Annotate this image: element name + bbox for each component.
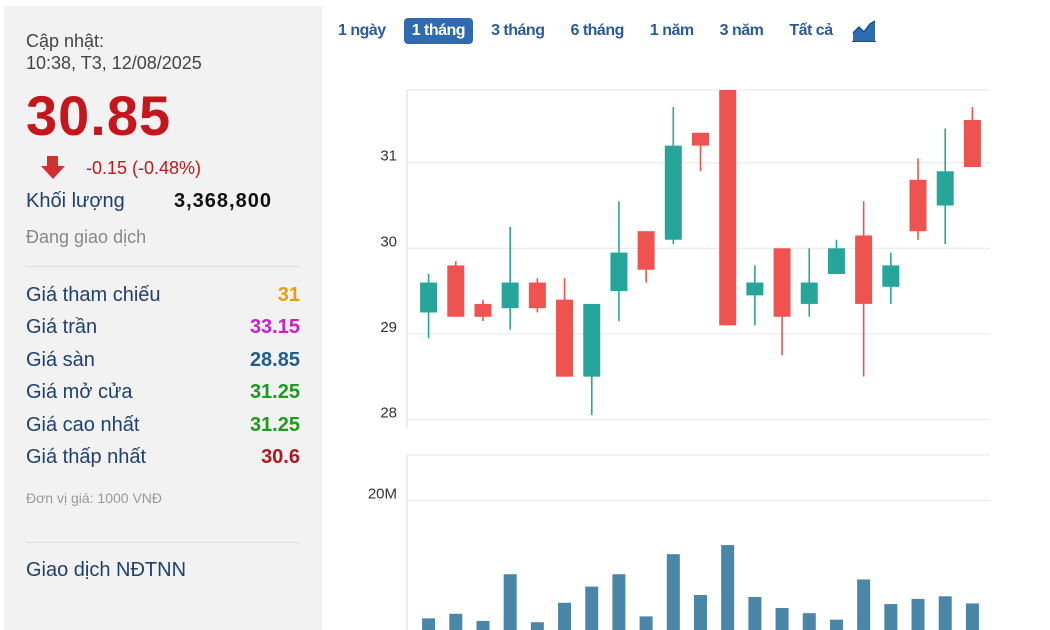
volume-chart: 20M — [368, 454, 990, 630]
stat-value: 28.85 — [249, 348, 300, 371]
stat-row-floor: Giá sàn 28.85 — [26, 344, 300, 377]
volume-bar — [422, 618, 436, 630]
volume-bar — [639, 616, 653, 630]
stat-label: Giá sàn — [26, 348, 95, 371]
volume-bar — [558, 602, 572, 630]
arrow-down-icon — [40, 156, 66, 180]
volume-value: 3,368,800 — [174, 190, 272, 212]
volume-bar — [503, 574, 517, 630]
candle-body — [719, 90, 737, 326]
volume-bar — [585, 586, 599, 630]
candle-body — [855, 235, 873, 304]
stat-value: 31.25 — [249, 413, 300, 436]
volume-bar — [911, 598, 925, 630]
candle-body — [610, 252, 628, 292]
stat-label: Giá thấp nhất — [26, 446, 147, 469]
volume-bar — [449, 613, 463, 630]
volume-bar — [694, 595, 707, 630]
volume-bar — [476, 620, 490, 630]
candle-body — [936, 171, 954, 206]
volume-tick-label: 20M — [368, 485, 397, 502]
candle-body — [800, 282, 818, 304]
candle-body — [556, 299, 574, 377]
price-change: -0.15 (-0.48%) — [86, 157, 202, 178]
candle-body — [420, 282, 438, 313]
volume-bar — [666, 554, 680, 630]
candle-body — [827, 248, 845, 274]
stat-row-reference: Giá tham chiếu 31 — [26, 279, 300, 312]
tab-3-months[interactable]: 3 tháng — [491, 22, 545, 39]
y-tick-label: 28 — [380, 404, 397, 421]
stock-info-panel: Cập nhật: 10:38, T3, 12/08/2025 30.85 -0… — [4, 6, 322, 630]
candle-body — [746, 282, 764, 296]
volume-bar — [748, 596, 762, 630]
candle-body — [882, 265, 900, 287]
candle-body — [692, 132, 709, 146]
current-price: 30.85 — [26, 84, 172, 147]
stat-label: Giá cao nhất — [26, 413, 140, 436]
update-label: Cập nhật: — [26, 31, 105, 51]
volume-bar — [884, 604, 898, 630]
foreign-trading-link[interactable]: Giao dịch NĐTNN — [26, 542, 300, 582]
stat-row-ceiling: Giá trần 33.15 — [26, 312, 300, 345]
divider — [26, 266, 300, 267]
volume-bar — [612, 574, 626, 630]
stat-label: Giá trần — [26, 316, 98, 339]
volume-bar — [938, 596, 952, 630]
price-unit-note: Đơn vị giá: 1000 VNĐ — [26, 490, 163, 506]
candle-body — [583, 303, 601, 377]
candle-body — [963, 119, 981, 168]
stat-row-low: Giá thấp nhất 30.6 — [26, 442, 300, 475]
y-tick-label: 31 — [380, 148, 397, 165]
trading-status: Đang giao dịch — [26, 227, 147, 247]
volume-bar — [775, 607, 789, 630]
price-change-row: -0.15 (-0.48%) — [26, 156, 300, 180]
tab-1-day[interactable]: 1 ngày — [338, 22, 386, 39]
stat-value: 33.15 — [249, 316, 300, 339]
tab-all[interactable]: Tất cả — [789, 22, 833, 39]
tab-3-years[interactable]: 3 năm — [719, 22, 764, 39]
candle-body — [501, 282, 519, 309]
stat-value: 31.25 — [249, 381, 300, 404]
candle-body — [773, 248, 791, 317]
candle-body — [637, 231, 655, 270]
stat-label: Giá mở cửa — [26, 381, 133, 404]
volume-bar — [721, 545, 735, 630]
tab-1-month[interactable]: 1 tháng — [403, 18, 474, 44]
range-tabs: 1 ngày 1 tháng 3 tháng 6 tháng 1 năm 3 n… — [330, 16, 877, 46]
tab-1-year[interactable]: 1 năm — [649, 22, 694, 39]
volume-bar — [802, 613, 816, 630]
volume-bar — [829, 619, 843, 630]
candle-body — [909, 179, 927, 232]
volume-label: Khối lượng — [26, 190, 125, 212]
volume-bar — [530, 622, 544, 630]
stat-value: 30.6 — [261, 446, 300, 469]
stat-value: 31 — [277, 283, 300, 306]
volume-bar — [965, 603, 979, 630]
volume-row: Khối lượng 3,368,800 — [26, 190, 300, 213]
stat-row-high: Giá cao nhất 31.25 — [26, 409, 300, 442]
area-chart-icon[interactable] — [851, 19, 877, 43]
y-tick-label: 30 — [380, 233, 397, 250]
candle-body — [664, 145, 682, 240]
price-stats: Giá tham chiếu 31 Giá trần 33.15 Giá sàn… — [26, 279, 300, 474]
tab-6-months[interactable]: 6 tháng — [570, 22, 624, 39]
candle-body — [474, 303, 492, 317]
y-tick-label: 29 — [380, 319, 397, 336]
update-time: 10:38, T3, 12/08/2025 — [26, 53, 202, 73]
stat-label: Giá tham chiếu — [26, 283, 161, 306]
stat-row-open: Giá mở cửa 31.25 — [26, 377, 300, 410]
volume-bar — [857, 579, 871, 630]
candle-body — [447, 265, 465, 317]
candlestick-chart: 28 29 30 31 — [380, 89, 990, 428]
candle-body — [528, 282, 546, 309]
